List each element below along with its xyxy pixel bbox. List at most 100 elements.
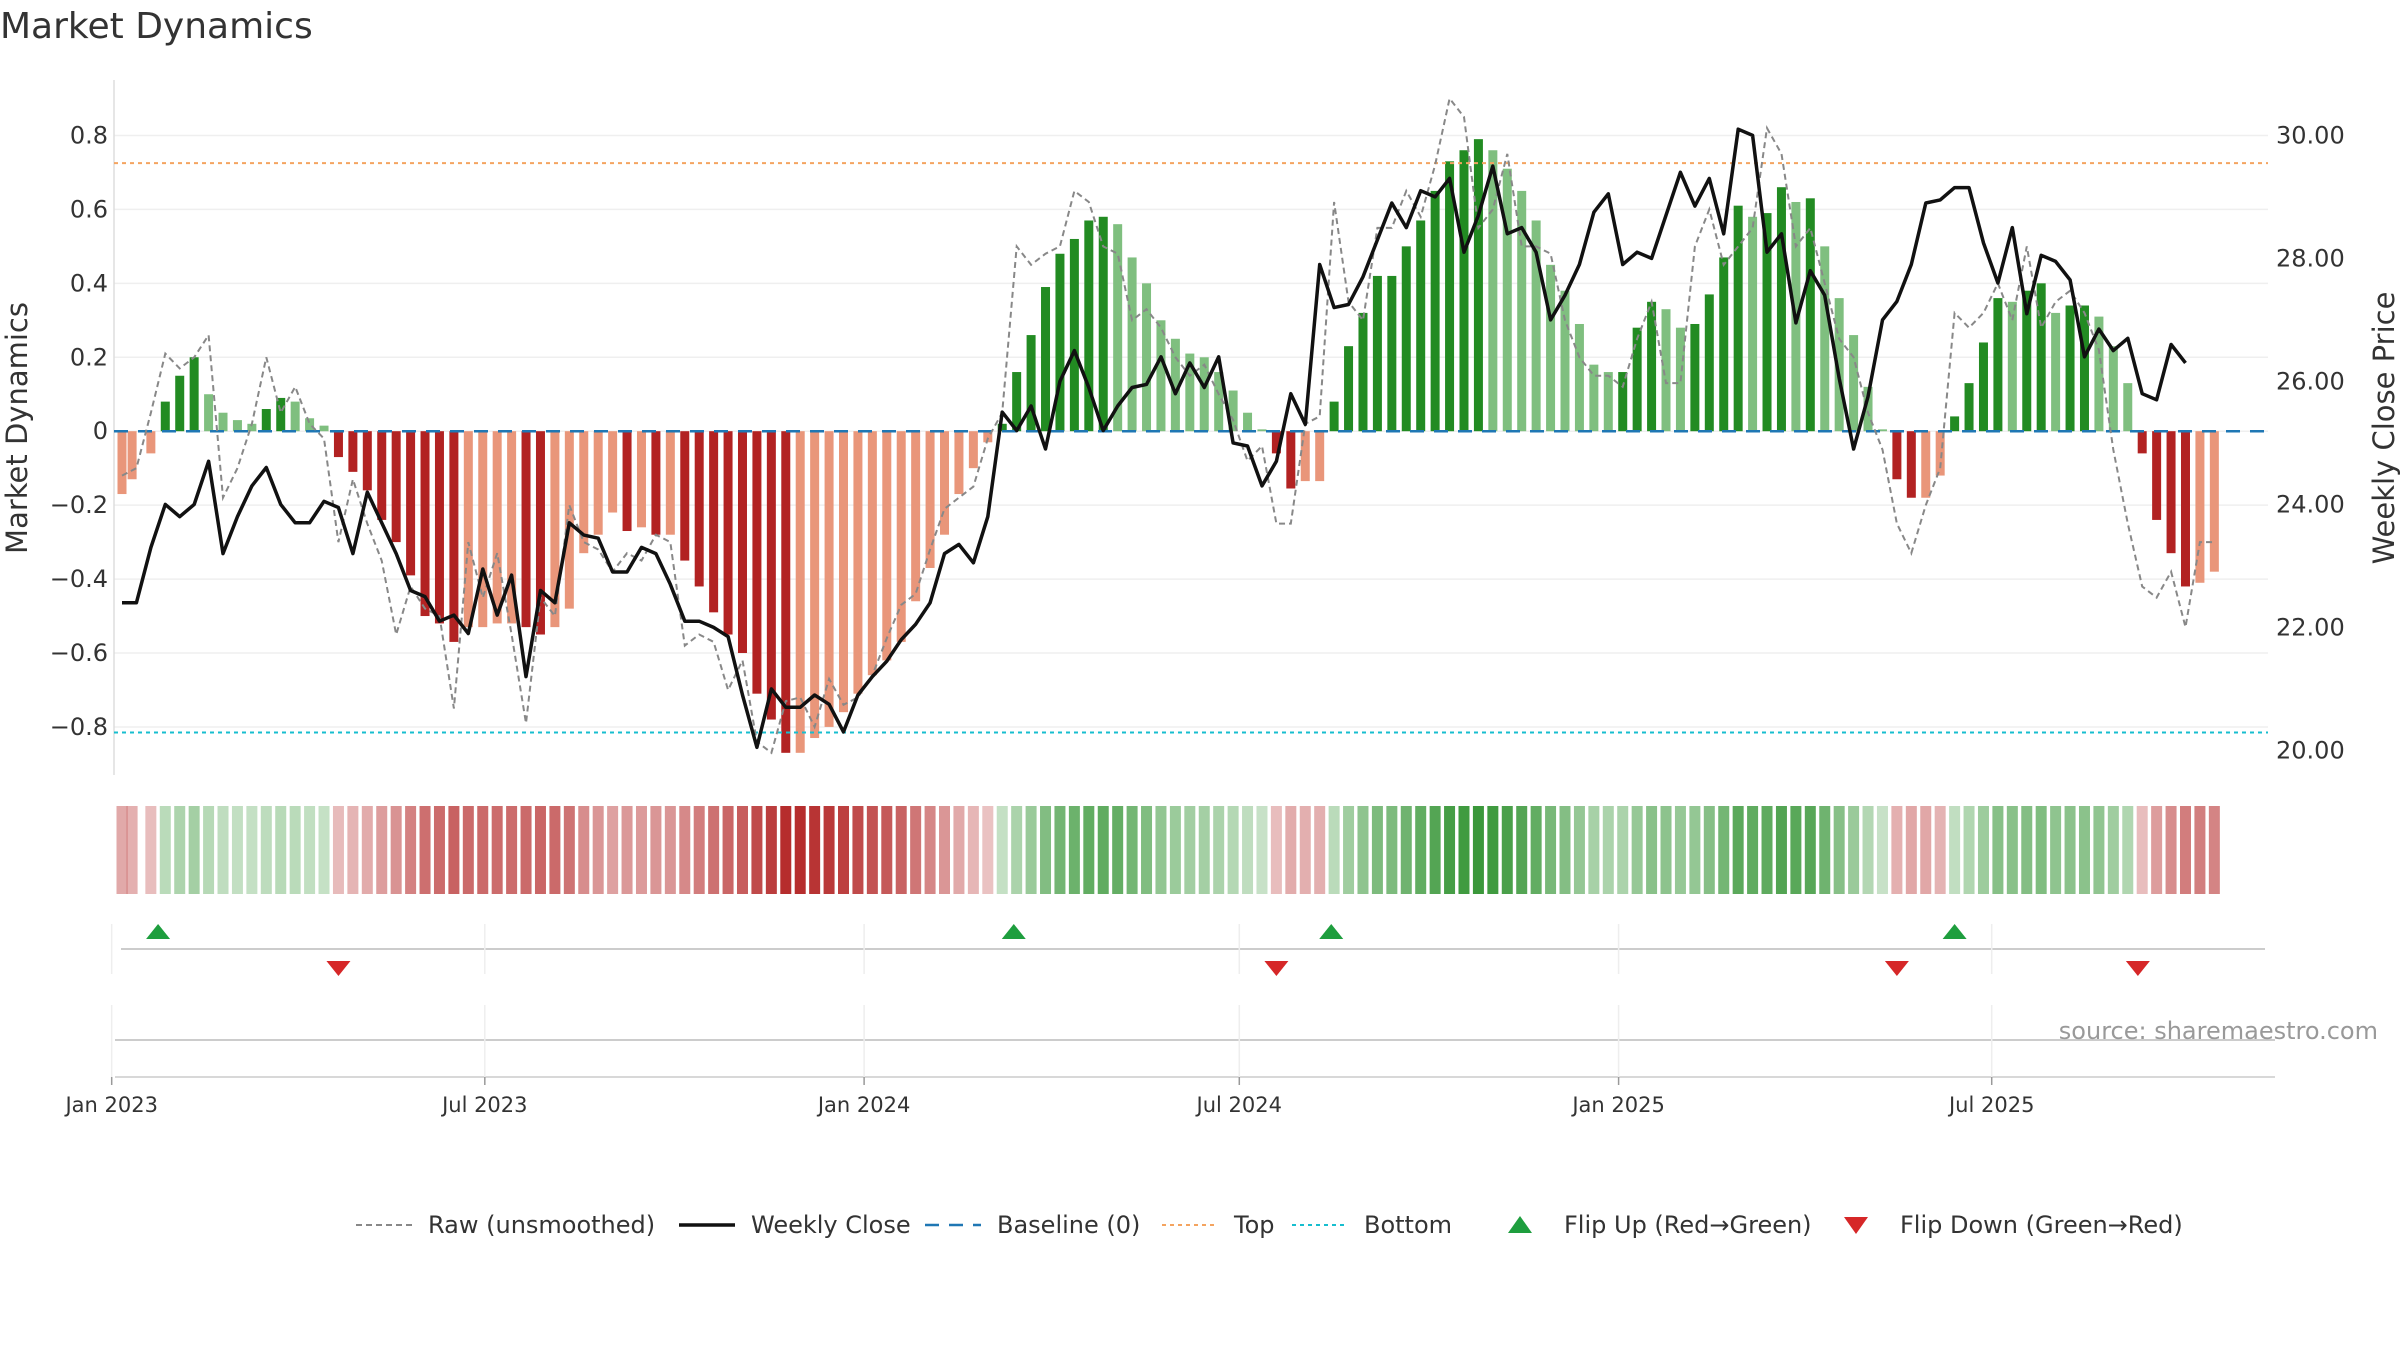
dynamics-bar <box>896 431 906 642</box>
weekly-close-line <box>122 127 2187 750</box>
regime-cell <box>1646 806 1658 894</box>
regime-cell <box>621 806 633 894</box>
dynamics-bar <box>2123 383 2133 432</box>
legend-swatch-flip-down <box>1844 1217 1868 1234</box>
legend-label-close: Weekly Close <box>751 1211 911 1239</box>
legend-label-baseline: Baseline (0) <box>997 1211 1140 1239</box>
dynamics-bar <box>1315 431 1325 482</box>
dynamics-bar <box>766 431 776 720</box>
dynamics-bar <box>1517 190 1527 432</box>
dynamics-bar <box>175 375 185 432</box>
source-credit: source: sharemaestro.com <box>2059 1017 2378 1045</box>
dynamics-bar <box>2180 431 2190 587</box>
dynamics-bar <box>2152 431 2162 520</box>
regime-cell <box>1905 806 1917 894</box>
regime-cell <box>2050 806 2062 894</box>
dynamics-bar <box>1416 220 1426 432</box>
regime-cell <box>1992 806 2004 894</box>
legend-label-top: Top <box>1233 1211 1275 1239</box>
regime-cell <box>953 806 965 894</box>
dynamics-bar <box>463 431 473 628</box>
regime-cell <box>1371 806 1383 894</box>
dynamics-bar <box>1560 290 1570 432</box>
regime-cell <box>838 806 849 894</box>
dynamics-bar <box>1502 168 1512 432</box>
dynamics-bar <box>1445 161 1455 432</box>
regime-cell <box>332 806 344 894</box>
dynamics-bar <box>333 431 343 458</box>
regime-cell <box>592 806 604 894</box>
regime-cell <box>448 806 460 894</box>
regime-cell <box>246 806 258 894</box>
regime-cell <box>318 806 330 894</box>
dynamics-bar <box>1719 257 1729 432</box>
dynamics-bar <box>127 431 137 480</box>
regime-cell <box>1949 806 1961 894</box>
y2-tick-label: 24.00 <box>2276 490 2345 518</box>
regime-cell <box>2165 806 2177 894</box>
regime-cell <box>1876 806 1888 894</box>
regime-cell <box>1328 806 1340 894</box>
regime-cell <box>1444 806 1456 894</box>
regime-cell <box>1141 806 1153 894</box>
regime-cell <box>2078 806 2090 894</box>
dynamics-bar <box>1661 309 1671 432</box>
y2-axis-label: Weekly Close Price <box>2367 292 2400 565</box>
x-tick-label: Jan 2024 <box>816 1093 911 1117</box>
regime-cell <box>1487 806 1499 894</box>
y-tick-label: 0.2 <box>70 343 108 371</box>
dynamics-bar <box>925 431 935 568</box>
regime-cell <box>1458 806 1470 894</box>
reference-lines <box>114 162 2268 734</box>
regime-cell <box>1963 806 1975 894</box>
dynamics-bar <box>377 431 387 520</box>
regime-cell <box>794 806 806 894</box>
regime-cell <box>1516 806 1528 894</box>
dynamics-bar <box>1863 386 1873 432</box>
x-tick-label: Jan 2023 <box>63 1093 158 1117</box>
regime-cell <box>1213 806 1225 894</box>
regime-cell <box>1631 806 1643 894</box>
y2-tick-label: 20.00 <box>2276 736 2345 764</box>
dynamics-bar <box>550 431 560 628</box>
dynamics-bar <box>189 357 199 432</box>
dynamics-bar <box>1906 431 1916 498</box>
dynamics-bar <box>362 431 372 491</box>
regime-cell <box>1747 806 1759 894</box>
dynamics-bar <box>709 431 719 613</box>
dynamics-bar <box>406 431 416 576</box>
regime-cell <box>635 806 647 894</box>
regime-cell <box>910 806 922 894</box>
regime-cell <box>1097 806 1109 894</box>
regime-cell <box>188 806 200 894</box>
dynamics-bar <box>795 431 805 753</box>
dynamics-bar <box>1733 205 1743 432</box>
dynamics-bar <box>694 431 704 587</box>
regime-cell <box>1169 806 1181 894</box>
regime-cell <box>809 806 821 894</box>
y2-tick-label: 26.00 <box>2276 367 2345 395</box>
dynamics-bar <box>1603 372 1613 432</box>
regime-cell <box>982 806 994 894</box>
dynamics-bar <box>940 431 950 535</box>
regime-cell <box>2035 806 2047 894</box>
regime-cell <box>260 806 272 894</box>
dynamics-bar <box>968 431 978 469</box>
dynamics-bar <box>1012 372 1022 432</box>
dynamics-bar <box>319 425 329 432</box>
regime-cell <box>664 806 676 894</box>
dynamics-bar <box>1748 216 1758 432</box>
regime-cell <box>1862 806 1874 894</box>
dynamics-bar <box>853 431 863 694</box>
regime-cell <box>722 806 734 894</box>
dynamics-bar <box>2036 283 2046 432</box>
regime-cell <box>650 806 662 894</box>
x-tick-label: Jul 2023 <box>440 1093 527 1117</box>
dynamics-bar <box>1358 312 1368 432</box>
regime-cell <box>2006 806 2018 894</box>
y-tick-label: 0 <box>93 417 108 445</box>
x-axis: Jan 2023 Jul 2023 Jan 2024 Jul 2024 Jan 2025… <box>63 1077 2034 1117</box>
dynamics-bar <box>117 431 127 495</box>
dynamics-bar <box>2195 431 2205 583</box>
dynamics-bar <box>1690 323 1700 432</box>
